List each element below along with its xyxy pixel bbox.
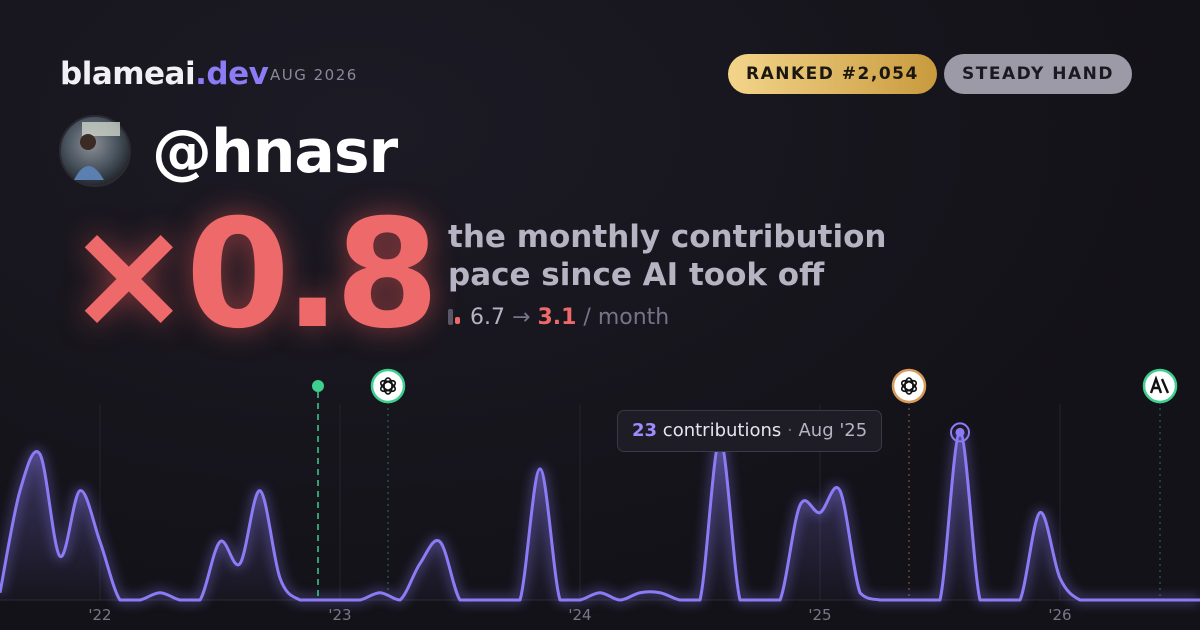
highlight-ring <box>950 422 970 443</box>
area <box>0 432 1200 600</box>
x-tick-label: '25 <box>808 606 831 624</box>
date: AUG 2026 <box>270 66 358 84</box>
event-dot <box>312 380 324 392</box>
tooltip-value: 23 <box>632 420 658 441</box>
x-tick-label: '24 <box>568 606 591 624</box>
after-bar <box>455 317 460 324</box>
tooltip-label: contributions <box>662 420 782 441</box>
brand-tld: .dev <box>195 56 269 92</box>
caption: pace since AI took off <box>448 257 825 293</box>
brand: blameai.dev <box>60 56 269 92</box>
before-bar <box>448 309 453 325</box>
after-value: 3.1 <box>537 305 577 330</box>
caption: the monthly contribution <box>448 219 887 255</box>
openai-icon <box>891 368 927 404</box>
x-tick-label: '23 <box>328 606 351 624</box>
line <box>0 430 1200 602</box>
anthropic-icon <box>1142 368 1178 404</box>
x-tick-label: '22 <box>88 606 111 624</box>
style-badge: STEADY HAND <box>944 54 1132 94</box>
multiplier: ×0.8 <box>66 188 439 362</box>
pace: 6.7 → 3.1 / month <box>448 305 669 330</box>
arrow: → <box>512 305 531 330</box>
rank-badge: RANKED #2,054 <box>728 54 937 94</box>
avatar <box>59 115 131 187</box>
tooltip-date: Aug '25 <box>798 420 868 441</box>
tooltip-separator: · <box>787 420 793 441</box>
tooltip: 23 contributions · Aug '25 <box>617 410 883 452</box>
handle: @hnasr <box>152 117 398 187</box>
before-value: 6.7 <box>470 305 505 330</box>
x-tick-label: '26 <box>1048 606 1071 624</box>
unit: / month <box>583 305 670 330</box>
highlight-point <box>955 427 965 437</box>
brand-name: blameai <box>60 56 196 92</box>
openai-icon <box>370 368 406 404</box>
